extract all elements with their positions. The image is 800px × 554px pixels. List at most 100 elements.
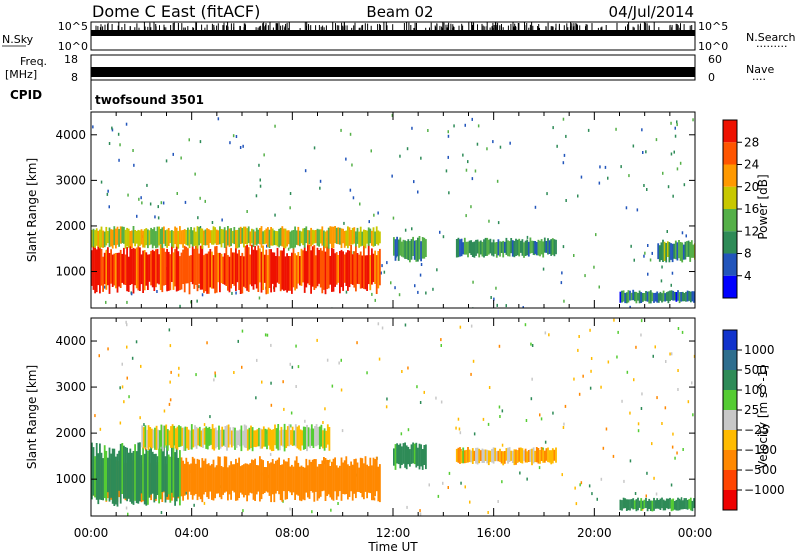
range-gate-cell xyxy=(270,429,273,452)
nsky-spike xyxy=(632,26,634,30)
nsky-tick-top: 10^5 xyxy=(58,20,88,33)
scatter-speckle xyxy=(108,205,110,209)
range-gate-cell xyxy=(137,245,140,291)
range-gate-cell xyxy=(111,448,114,504)
range-gate-cell xyxy=(275,428,278,449)
scatter-speckle xyxy=(628,174,630,178)
range-gate-cell xyxy=(358,254,360,285)
range-gate-cell xyxy=(297,462,300,496)
range-gate-cell xyxy=(103,231,106,248)
nsky-spike xyxy=(585,26,586,30)
range-gate-cell xyxy=(108,447,111,502)
range-gate-cell xyxy=(262,231,264,245)
range-gate-cell xyxy=(319,464,322,497)
scatter-speckle xyxy=(99,427,102,431)
nsky-spike xyxy=(260,25,262,30)
range-gate-cell xyxy=(553,239,556,257)
scatter-speckle xyxy=(425,291,427,295)
range-gate-cell xyxy=(255,250,258,289)
range-gate-cell xyxy=(302,250,304,283)
scatter-speckle xyxy=(105,300,107,304)
scatter-speckle xyxy=(111,128,114,132)
range-gate-cell xyxy=(243,464,245,498)
colorbar-tick-label: 25 xyxy=(744,403,759,417)
range-gate-cell xyxy=(209,230,212,244)
range-gate-cell xyxy=(281,464,284,502)
nsky-spike xyxy=(637,25,639,30)
scatter-speckle xyxy=(469,500,471,504)
scatter-speckle xyxy=(407,428,410,432)
range-gate-cell xyxy=(236,229,239,249)
range-gate-cell xyxy=(222,467,224,495)
range-gate-cell xyxy=(680,292,683,302)
range-gate-cell xyxy=(277,424,280,451)
range-gate-cell xyxy=(661,293,663,303)
range-gate-cell xyxy=(259,428,262,449)
range-gate-cell xyxy=(283,228,285,248)
range-gate-cell xyxy=(249,254,252,285)
scatter-speckle xyxy=(432,287,434,291)
range-gate-cell xyxy=(670,290,673,300)
scatter-speckle xyxy=(125,320,127,324)
range-gate-cell xyxy=(100,226,103,248)
range-gate-cell xyxy=(148,254,151,282)
scatter-speckle xyxy=(498,344,501,348)
scatter-speckle xyxy=(464,123,466,127)
range-gate-cell xyxy=(310,250,312,294)
scatter-speckle xyxy=(651,442,653,446)
range-gate-cell xyxy=(363,245,365,289)
colorbar-swatch xyxy=(723,186,737,210)
range-gate-cell xyxy=(683,498,686,509)
scatter-speckle xyxy=(495,286,497,290)
scatter-speckle xyxy=(524,323,527,327)
range-gate-cell xyxy=(239,466,242,493)
scatter-speckle xyxy=(391,113,394,117)
scatter-speckle xyxy=(197,216,199,220)
range-gate-cell xyxy=(103,252,106,285)
range-gate-cell xyxy=(311,246,314,287)
range-gate-cell xyxy=(299,429,302,451)
range-gate-cell xyxy=(149,427,152,448)
range-gate-cell xyxy=(661,497,663,509)
range-gate-cell xyxy=(175,246,178,292)
scatter-speckle xyxy=(423,390,425,394)
range-gate-cell xyxy=(243,226,245,248)
range-gate-cell xyxy=(640,292,643,303)
scatter-speckle xyxy=(445,169,448,173)
range-gate-cell xyxy=(312,428,315,448)
scatter-speckle xyxy=(256,358,258,362)
range-gate-cell xyxy=(342,462,344,494)
scatter-speckle xyxy=(419,512,422,516)
range-gate-cell xyxy=(396,443,398,464)
nsky-spike xyxy=(149,22,151,30)
scatter-speckle xyxy=(258,296,261,300)
range-gate-cell xyxy=(123,445,125,499)
nsky-spike xyxy=(170,25,172,30)
nsky-spike xyxy=(518,23,520,30)
range-gate-cell xyxy=(326,459,328,496)
scatter-speckle xyxy=(435,396,437,400)
scatter-speckle xyxy=(229,141,231,145)
range-gate-cell xyxy=(288,424,291,447)
range-gate-cell xyxy=(689,291,692,303)
colorbar-swatch xyxy=(723,330,737,350)
nsky-spike xyxy=(338,25,340,30)
range-gate-cell xyxy=(127,256,130,292)
nsky-spike xyxy=(276,23,278,30)
scatter-speckle xyxy=(655,492,658,496)
scatter-speckle xyxy=(685,234,687,238)
range-gate-cell xyxy=(640,498,643,511)
range-gate-cell xyxy=(678,240,680,259)
scatter-speckle xyxy=(687,400,690,404)
scatter-speckle xyxy=(420,156,422,160)
range-gate-cell xyxy=(156,226,159,248)
scatter-speckle xyxy=(177,373,180,377)
range-gate-cell xyxy=(214,427,217,449)
range-gate-cell xyxy=(499,448,501,462)
range-gate-cell xyxy=(177,457,180,497)
range-gate-cell xyxy=(159,244,162,290)
nsky-spike xyxy=(362,24,364,30)
scatter-speckle xyxy=(144,447,147,451)
scatter-speckle xyxy=(214,371,216,375)
